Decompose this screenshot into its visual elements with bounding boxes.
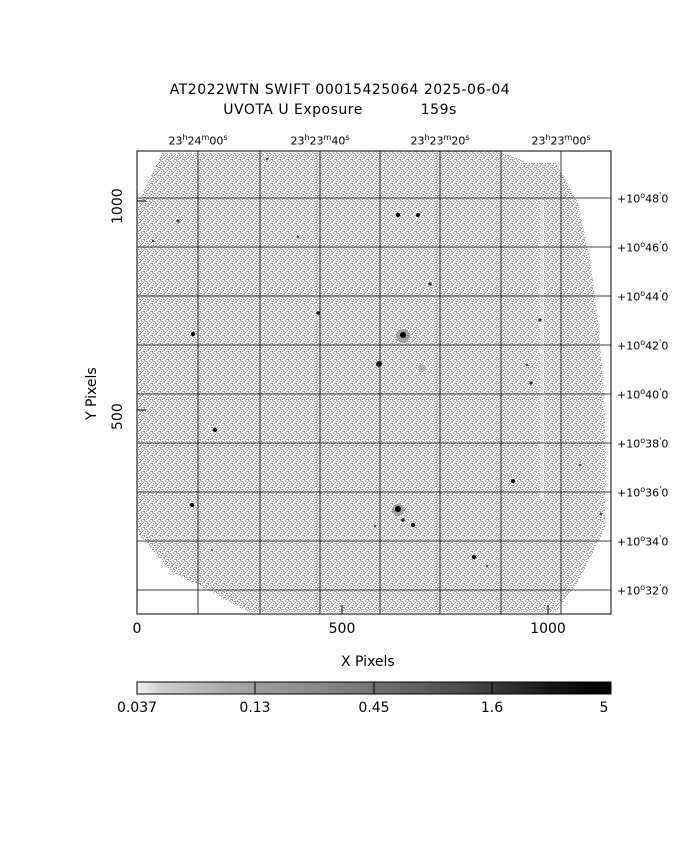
ra-label: 23h23m00s bbox=[531, 133, 591, 148]
source bbox=[190, 503, 194, 507]
plot-subtitle: UVOTA U Exposure 159s bbox=[0, 102, 680, 118]
source bbox=[265, 157, 269, 161]
source bbox=[151, 239, 155, 243]
exposure-footprint bbox=[138, 151, 606, 612]
readout-streak bbox=[540, 200, 544, 500]
source bbox=[376, 361, 382, 367]
source bbox=[210, 548, 214, 552]
exposure-time: 159s bbox=[420, 102, 457, 118]
ra-label: 23h23m20s bbox=[410, 133, 470, 148]
dec-label: +10o42'0 bbox=[617, 338, 669, 353]
y-axis-label: Y Pixels bbox=[84, 367, 100, 420]
colorbar-tick-label: 0.45 bbox=[358, 700, 390, 716]
y-tick-label: 500 bbox=[110, 403, 126, 430]
source bbox=[599, 512, 603, 516]
source bbox=[395, 212, 401, 218]
source bbox=[401, 518, 405, 522]
source bbox=[485, 564, 489, 568]
x-axis-label: X Pixels bbox=[341, 654, 395, 670]
source bbox=[538, 318, 542, 322]
colorbar-tick-label: 1.6 bbox=[480, 700, 504, 716]
source bbox=[410, 522, 416, 528]
wcs-grid bbox=[137, 151, 611, 614]
source bbox=[400, 332, 406, 338]
source bbox=[395, 506, 401, 512]
source bbox=[176, 219, 180, 223]
colorbar-tick-label: 0.13 bbox=[239, 700, 271, 716]
source bbox=[578, 463, 582, 467]
dec-label: +10o38'0 bbox=[617, 436, 669, 451]
source bbox=[316, 311, 320, 315]
source bbox=[212, 427, 218, 433]
plot-title: AT2022WTN SWIFT 00015425064 2025-06-04 bbox=[169, 82, 511, 98]
x-tick-label: 500 bbox=[328, 621, 356, 637]
source bbox=[525, 363, 529, 367]
source bbox=[296, 235, 300, 239]
dec-label: +10o34'0 bbox=[617, 534, 669, 549]
ra-label: 23h23m40s bbox=[290, 133, 350, 148]
ra-label: 23h24m00s bbox=[168, 133, 228, 148]
dec-label: +10o44'0 bbox=[617, 289, 669, 304]
dec-label: +10o46'0 bbox=[617, 240, 669, 255]
source bbox=[373, 524, 377, 528]
source bbox=[471, 554, 477, 560]
colorbar-tick-label: 0.037 bbox=[116, 700, 158, 716]
dec-label: +10o48'0 bbox=[617, 191, 669, 206]
dec-label: +10o40'0 bbox=[617, 387, 669, 402]
source bbox=[428, 282, 432, 286]
exposure-label: UVOTA U Exposure bbox=[223, 102, 363, 118]
source bbox=[529, 381, 533, 385]
y-tick-label: 1000 bbox=[110, 188, 126, 224]
dec-label: +10o36'0 bbox=[617, 485, 669, 500]
source bbox=[190, 331, 196, 337]
x-tick-label: 1000 bbox=[530, 621, 566, 637]
source bbox=[511, 479, 515, 483]
dec-label: +10o32'0 bbox=[617, 583, 669, 598]
source bbox=[418, 364, 426, 372]
sources bbox=[151, 157, 603, 568]
plot-border bbox=[136, 150, 612, 615]
x-tick-label: 0 bbox=[132, 621, 142, 637]
colorbar-tick-label: 5 bbox=[599, 700, 609, 716]
source bbox=[416, 213, 420, 217]
